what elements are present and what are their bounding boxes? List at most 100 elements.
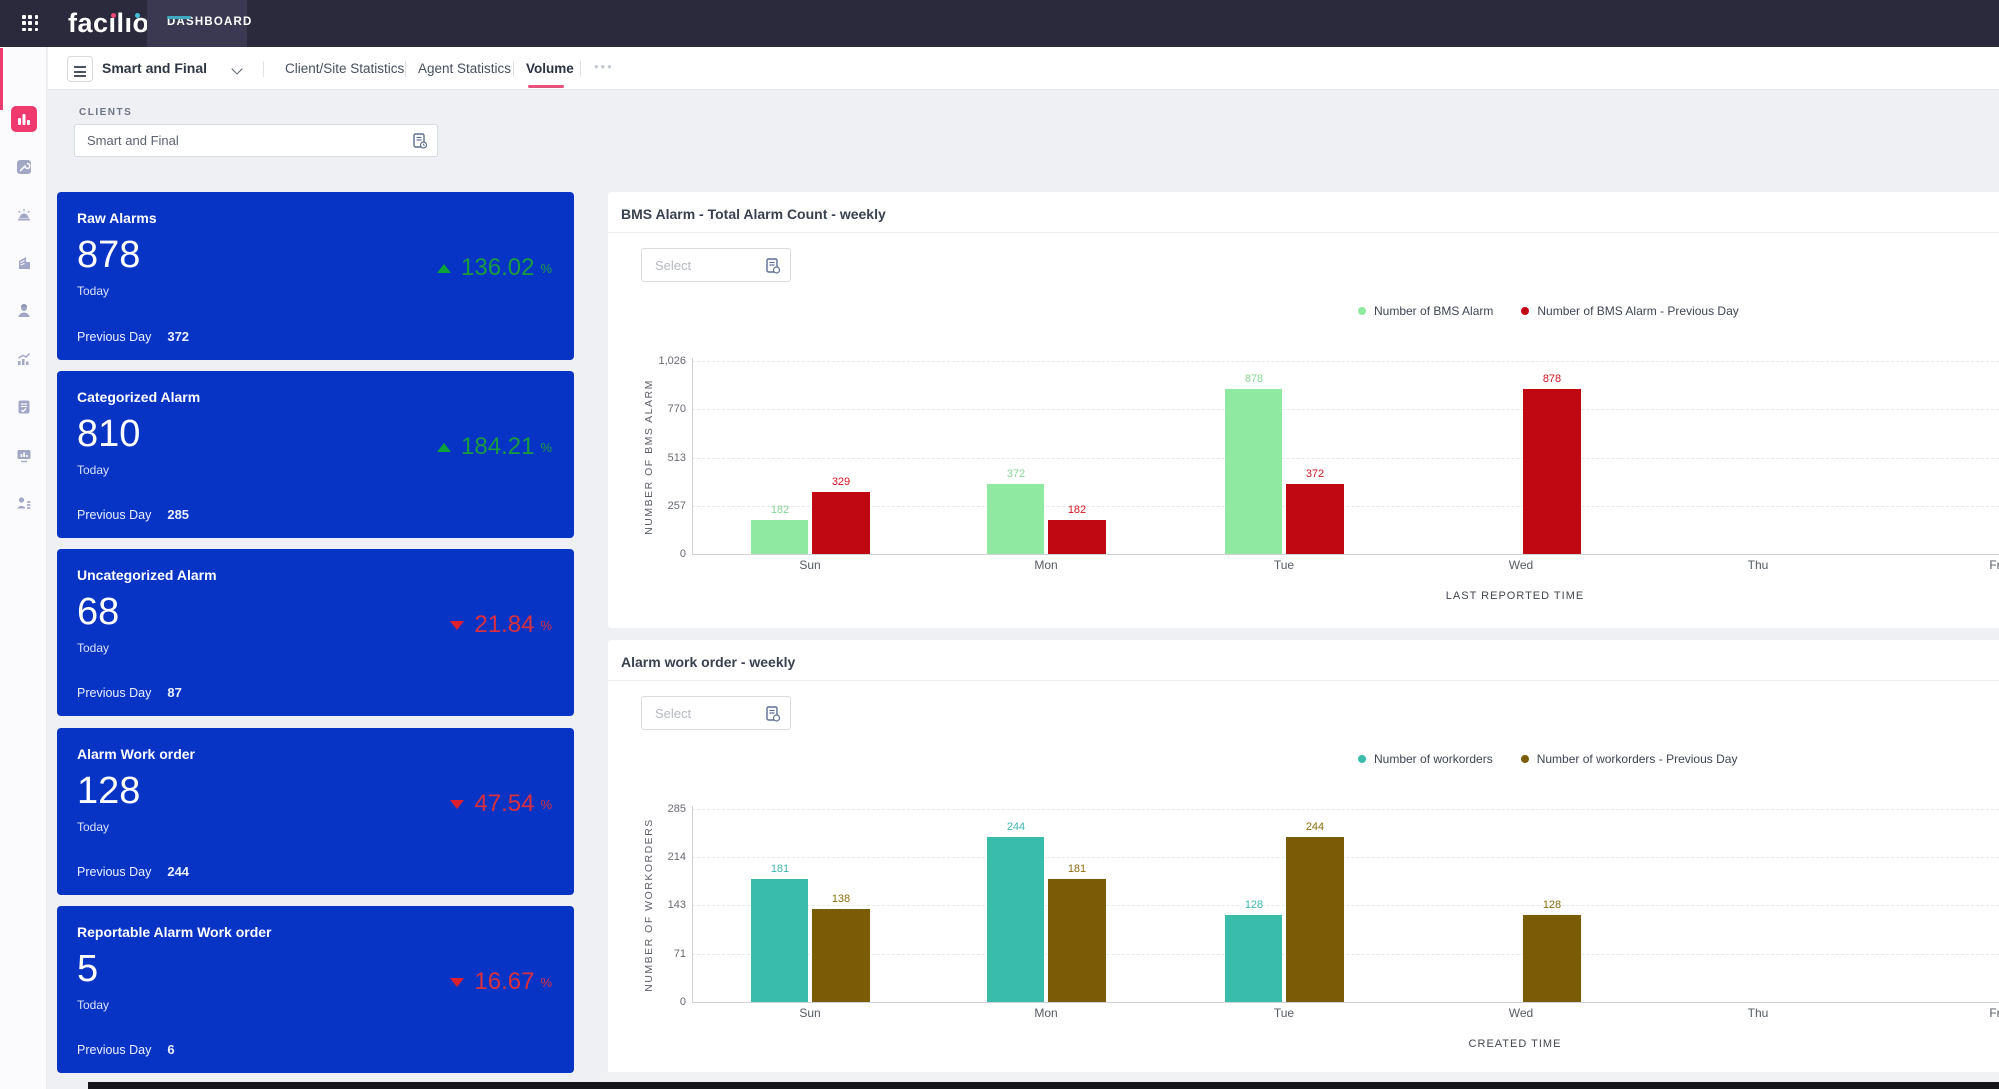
kpi-card: Categorized Alarm 810 Today 184.21% Previous… bbox=[57, 371, 574, 538]
y-tick-label: 143 bbox=[667, 899, 686, 912]
tab-agent-statistics[interactable]: Agent Statistics bbox=[418, 61, 512, 76]
legend-dot-icon bbox=[1358, 307, 1366, 315]
bar-value-label: 182 bbox=[1067, 503, 1087, 516]
kpi-card: Alarm Work order 128 Today 47.54% Previous D… bbox=[57, 728, 574, 895]
maintenance-icon bbox=[15, 158, 33, 176]
sidebar-item-maintenance[interactable] bbox=[11, 154, 37, 180]
bar-number-of-workorders-previous-day[interactable] bbox=[812, 908, 870, 1002]
y-axis-line bbox=[692, 358, 693, 554]
bar-number-of-workorders-previous-day[interactable] bbox=[1048, 879, 1106, 1002]
kpi-title: Reportable Alarm Work order bbox=[77, 924, 272, 940]
y-tick-label: 770 bbox=[667, 403, 686, 416]
chart-filter-select[interactable]: Select bbox=[641, 696, 791, 730]
bar-number-of-workorders[interactable] bbox=[751, 879, 808, 1002]
bar-number-of-bms-alarm-previous-day[interactable] bbox=[812, 492, 870, 554]
sidebar-item-analytics[interactable] bbox=[11, 346, 37, 372]
app-top-bar: facılıo DASHBOARD bbox=[0, 0, 1999, 47]
kpi-change-value: 47.54 bbox=[474, 790, 535, 817]
y-tick-label: 214 bbox=[667, 851, 686, 864]
chart-panel: BMS Alarm - Total Alarm Count - weekly Se… bbox=[608, 192, 1999, 628]
horizontal-scrollbar-thumb[interactable] bbox=[88, 1082, 1999, 1089]
bar-number-of-bms-alarm[interactable] bbox=[751, 519, 808, 554]
x-axis-label: CREATED TIME bbox=[1468, 1038, 1562, 1050]
kpi-value: 878 bbox=[77, 234, 141, 276]
chart-legend: Number of BMS Alarm Number of BMS Alarm -… bbox=[1358, 304, 1739, 318]
legend-dot-icon bbox=[1520, 755, 1529, 763]
sidebar-item-dashboard[interactable] bbox=[11, 106, 37, 132]
bar-number-of-bms-alarm-previous-day[interactable] bbox=[1523, 388, 1581, 554]
dashboard-icon bbox=[15, 110, 33, 128]
app-launcher-icon[interactable] bbox=[22, 15, 39, 32]
x-axis-label: LAST REPORTED TIME bbox=[1445, 590, 1585, 602]
tab-volume[interactable]: Volume bbox=[526, 61, 574, 88]
reports-icon bbox=[15, 398, 33, 416]
legend-item[interactable]: Number of BMS Alarm bbox=[1358, 304, 1493, 318]
x-axis-line bbox=[692, 554, 1999, 555]
x-tick-label: Sun bbox=[799, 558, 821, 572]
legend-item[interactable]: Number of BMS Alarm - Previous Day bbox=[1521, 304, 1739, 318]
sidebar-item-alarm[interactable] bbox=[11, 202, 37, 228]
x-tick-label: Fr bbox=[1989, 1006, 1999, 1020]
sidebar-item-portfolio[interactable] bbox=[11, 250, 37, 276]
arrow-up-icon bbox=[437, 263, 452, 273]
gridline bbox=[692, 457, 1999, 459]
x-tick-label: Mon bbox=[1034, 1006, 1058, 1020]
horizontal-scrollbar-track[interactable] bbox=[600, 1072, 1999, 1082]
bar-number-of-workorders[interactable] bbox=[987, 836, 1044, 1002]
tab-dashboard-label: DASHBOARD bbox=[167, 16, 253, 28]
site-picker-icon[interactable] bbox=[411, 132, 429, 155]
y-tick-label: 71 bbox=[673, 947, 686, 960]
kpi-previous-label: Previous Day bbox=[77, 686, 152, 700]
active-item-accent bbox=[0, 48, 3, 110]
bar-number-of-workorders[interactable] bbox=[1225, 915, 1282, 1002]
kpi-card: Uncategorized Alarm 68 Today 21.84% Previous… bbox=[57, 549, 574, 716]
select-placeholder: Select bbox=[655, 706, 692, 721]
chart-filter-select[interactable]: Select bbox=[641, 248, 791, 282]
y-tick-label: 285 bbox=[667, 803, 686, 815]
sidebar-item-workforce[interactable] bbox=[11, 298, 37, 324]
dashboard-name-dropdown[interactable]: Smart and Final bbox=[102, 60, 208, 76]
legend-item[interactable]: Number of workorders - Previous Day bbox=[1520, 752, 1738, 766]
kpi-change: 47.54% bbox=[450, 790, 552, 818]
divider bbox=[405, 61, 406, 77]
percent-symbol: % bbox=[540, 974, 552, 990]
bar-value-label: 329 bbox=[831, 476, 851, 489]
more-tabs-button[interactable]: ••• bbox=[594, 59, 614, 74]
gridline bbox=[692, 505, 1999, 507]
x-tick-label: Wed bbox=[1508, 558, 1534, 572]
kpi-previous-row: Previous Day 87 bbox=[77, 685, 182, 700]
sidebar-item-clients[interactable] bbox=[11, 490, 37, 516]
clients-filter-input[interactable] bbox=[87, 125, 397, 156]
bar-number-of-bms-alarm-previous-day[interactable] bbox=[1048, 519, 1106, 554]
kpi-change-value: 16.67 bbox=[474, 968, 535, 995]
tab-client-site-statistics[interactable]: Client/Site Statistics bbox=[285, 61, 405, 76]
kpi-title: Uncategorized Alarm bbox=[77, 567, 217, 583]
sidebar-item-kiosk[interactable] bbox=[11, 442, 37, 468]
bar-value-label: 244 bbox=[1006, 820, 1026, 833]
legend-item[interactable]: Number of workorders bbox=[1358, 752, 1493, 766]
kpi-previous-value: 285 bbox=[167, 507, 190, 522]
tab-dashboard[interactable]: DASHBOARD bbox=[147, 0, 251, 47]
x-tick-label: Wed bbox=[1508, 1006, 1534, 1020]
bar-number-of-workorders-previous-day[interactable] bbox=[1523, 915, 1581, 1002]
bar-number-of-bms-alarm[interactable] bbox=[1225, 388, 1282, 554]
chart-title: BMS Alarm - Total Alarm Count - weekly bbox=[621, 206, 886, 222]
left-sidebar bbox=[0, 47, 47, 1089]
bar-number-of-bms-alarm-previous-day[interactable] bbox=[1286, 484, 1344, 554]
kpi-title: Raw Alarms bbox=[77, 210, 157, 226]
kpi-period-label: Today bbox=[77, 284, 110, 298]
x-tick-label: Mon bbox=[1034, 558, 1058, 572]
dashboard-list-menu-button[interactable] bbox=[67, 56, 93, 82]
bar-number-of-bms-alarm[interactable] bbox=[987, 484, 1044, 554]
clients-icon bbox=[15, 494, 33, 512]
y-tick-label: 0 bbox=[679, 548, 686, 560]
bar-value-label: 181 bbox=[770, 863, 790, 876]
x-tick-label: Sun bbox=[799, 1006, 821, 1020]
chevron-down-icon[interactable] bbox=[231, 63, 243, 75]
kpi-title: Alarm Work order bbox=[77, 746, 195, 762]
alarm-icon bbox=[15, 206, 33, 224]
sidebar-item-reports[interactable] bbox=[11, 394, 37, 420]
gridline bbox=[692, 953, 1999, 955]
bar-number-of-workorders-previous-day[interactable] bbox=[1286, 836, 1344, 1002]
legend-label: Number of workorders - Previous Day bbox=[1536, 752, 1738, 766]
